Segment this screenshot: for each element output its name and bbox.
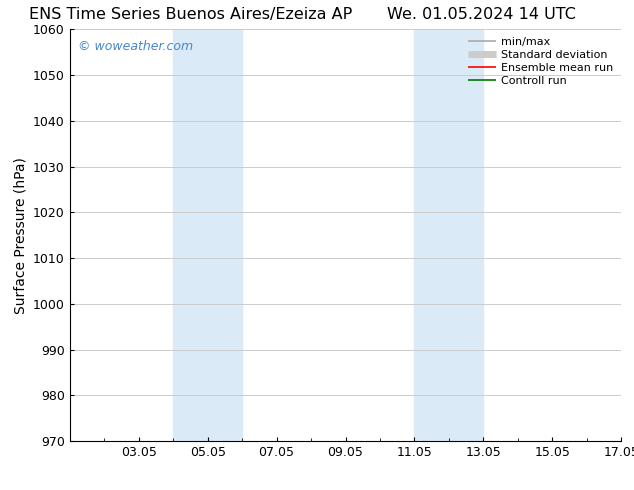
Legend: min/max, Standard deviation, Ensemble mean run, Controll run: min/max, Standard deviation, Ensemble me…: [463, 33, 618, 90]
Text: © woweather.com: © woweather.com: [78, 40, 193, 53]
Bar: [173, 29, 242, 441]
Bar: [415, 29, 483, 441]
Y-axis label: Surface Pressure (hPa): Surface Pressure (hPa): [13, 157, 27, 314]
Text: We. 01.05.2024 14 UTC: We. 01.05.2024 14 UTC: [387, 7, 576, 23]
Text: ENS Time Series Buenos Aires/Ezeiza AP: ENS Time Series Buenos Aires/Ezeiza AP: [29, 7, 352, 23]
